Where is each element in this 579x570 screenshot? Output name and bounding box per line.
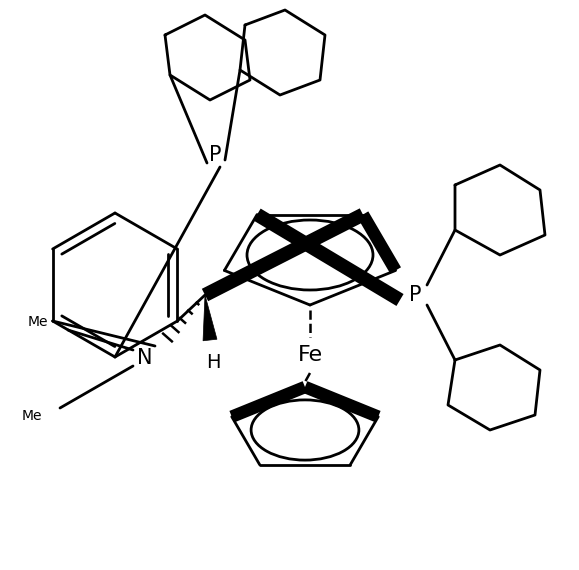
Polygon shape (203, 295, 217, 341)
Text: Fe: Fe (298, 345, 323, 365)
Text: P: P (409, 285, 422, 305)
Text: H: H (206, 353, 220, 373)
Text: P: P (209, 145, 221, 165)
Text: Me: Me (27, 315, 48, 329)
Text: Me: Me (21, 409, 42, 423)
Text: N: N (137, 348, 153, 368)
